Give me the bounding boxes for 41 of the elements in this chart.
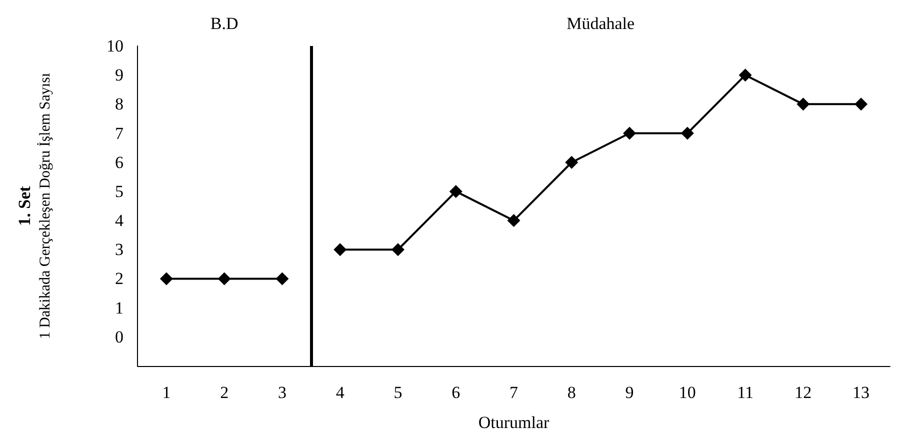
y-tick-label: 3 (115, 240, 124, 260)
text: B.D (210, 14, 238, 33)
point (334, 243, 347, 256)
x-tick-label: 2 (220, 383, 229, 402)
point (680, 126, 694, 140)
x-tick-label: 7 (510, 383, 518, 402)
point (738, 68, 752, 82)
y-tick-label: 7 (115, 124, 124, 143)
x-tick-label: 1 (162, 383, 171, 402)
x-tick-label: 4 (336, 383, 345, 402)
point (623, 126, 636, 140)
x-tick-label: 8 (567, 383, 576, 402)
point (218, 272, 231, 286)
y-tick-label: 2 (115, 269, 124, 288)
x-tick-label: 6 (452, 383, 460, 402)
x-tick-label: 9 (625, 383, 634, 402)
y-tick-label: 6 (115, 152, 124, 172)
x-tick-label: 12 (794, 383, 812, 402)
point (565, 156, 578, 169)
point (276, 272, 289, 286)
x-tick-label: 10 (678, 383, 696, 402)
point (854, 98, 868, 111)
y-tick-label: 0 (115, 327, 124, 346)
point (449, 184, 462, 198)
x-tick-label: 11 (737, 383, 754, 402)
x-tick-label: 5 (394, 383, 402, 402)
y-tick-label: 5 (115, 182, 124, 201)
y-axis-title: 1. Set 1 Dakikada Gerçekleşen Doğru İşlem Sayısı (15, 72, 54, 340)
y-tick-label: 4 (115, 211, 124, 230)
x-axis-title: Oturumlar (478, 413, 550, 432)
x-tick-label: 3 (278, 383, 286, 402)
y-tick-label: 1 (115, 298, 124, 318)
point (391, 243, 404, 256)
point (796, 98, 810, 111)
y-tick-label: 9 (115, 66, 124, 85)
point (160, 272, 173, 286)
text: Müdahale (566, 14, 635, 33)
x-tick-label: 13 (852, 383, 870, 402)
y-tick-label: 10 (106, 36, 124, 56)
point (507, 214, 520, 228)
y-tick-label: 8 (115, 94, 124, 114)
